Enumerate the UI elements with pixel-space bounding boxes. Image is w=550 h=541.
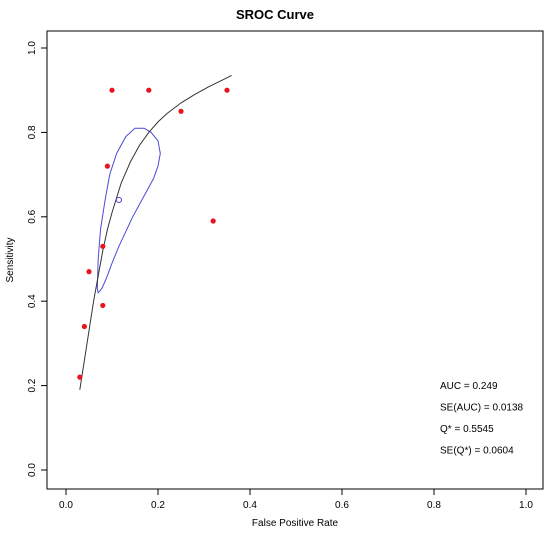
study-point [210,218,216,224]
y-tick-label: 0.2 [27,378,38,392]
x-tick-label: 0.2 [151,500,165,511]
study-point [104,163,110,169]
x-tick-label: 0.4 [243,500,257,511]
study-point [77,374,83,380]
y-tick-label: 0.4 [27,294,38,308]
study-point [81,323,87,330]
summary-point [115,196,123,204]
y-tick-label: 1.0 [27,41,38,55]
annotation-auc: AUC = 0.249 [440,381,498,392]
study-point [224,87,230,93]
y-axis: 0.0 0.2 0.4 0.6 0.8 1.0 [27,41,47,477]
study-point [100,243,106,249]
y-tick-label: 0.8 [27,125,38,139]
sroc-curve [79,74,232,390]
study-point [146,87,152,93]
x-tick-label: 1.0 [519,500,533,511]
series-layer [77,74,232,390]
x-axis-label: False Positive Rate [252,518,339,529]
study-point [86,269,92,275]
x-tick-label: 0.6 [335,500,349,511]
chart-title: SROC Curve [236,7,314,22]
plot-frame [46,30,544,490]
study-point [178,108,184,114]
x-axis: 0.0 0.2 0.4 0.6 0.8 1.0 [59,489,533,511]
annotation-layer: AUC = 0.249 SE(AUC) = 0.0138 Q* = 0.5545 SE… [440,381,524,457]
annotation-q: Q* = 0.5545 [440,424,494,435]
y-tick-label: 0.0 [27,463,38,477]
study-point [100,302,106,309]
confidence-region [96,127,161,294]
study-point [109,87,115,93]
x-tick-label: 0.0 [59,500,73,511]
x-tick-label: 0.8 [427,500,441,511]
annotation-se-q: SE(Q*) = 0.0604 [440,446,514,457]
y-tick-label: 0.6 [27,209,38,223]
y-axis-label: Sensitivity [5,237,16,282]
annotation-se-auc: SE(AUC) = 0.0138 [440,403,524,414]
